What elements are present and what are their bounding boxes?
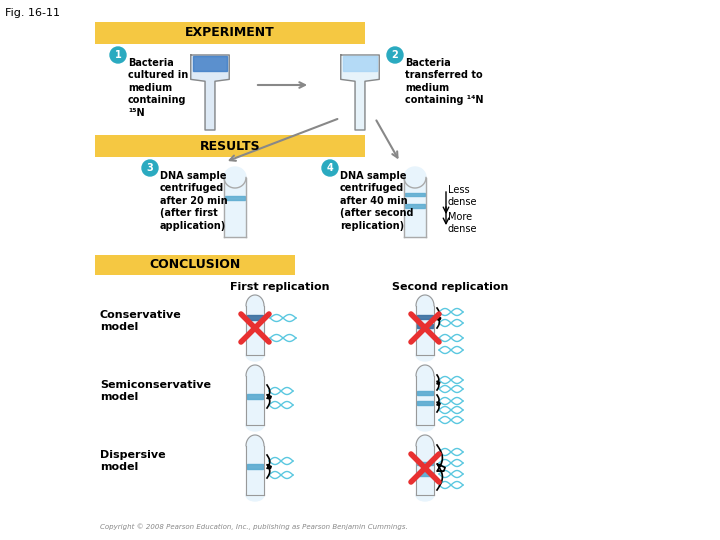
Ellipse shape: [416, 365, 434, 387]
Polygon shape: [193, 56, 228, 71]
Polygon shape: [246, 306, 264, 355]
Polygon shape: [417, 401, 433, 406]
Ellipse shape: [246, 489, 264, 501]
Polygon shape: [341, 55, 379, 130]
Text: Fig. 16-11: Fig. 16-11: [5, 8, 60, 18]
Text: RESULTS: RESULTS: [199, 139, 261, 152]
Polygon shape: [416, 376, 434, 425]
Text: 2: 2: [392, 50, 398, 60]
Polygon shape: [247, 315, 263, 320]
Polygon shape: [191, 55, 229, 130]
Text: 4: 4: [327, 163, 333, 173]
Ellipse shape: [416, 435, 434, 457]
FancyBboxPatch shape: [95, 22, 365, 44]
Circle shape: [110, 47, 126, 63]
Ellipse shape: [246, 349, 264, 361]
Text: Less
dense: Less dense: [448, 185, 477, 207]
Polygon shape: [247, 395, 263, 400]
Circle shape: [322, 160, 338, 176]
FancyBboxPatch shape: [95, 255, 295, 275]
FancyBboxPatch shape: [95, 135, 365, 157]
Text: CONCLUSION: CONCLUSION: [149, 259, 240, 272]
Polygon shape: [225, 195, 245, 200]
Circle shape: [387, 47, 403, 63]
Text: Semiconservative
model: Semiconservative model: [100, 380, 211, 402]
Polygon shape: [417, 323, 433, 328]
Polygon shape: [417, 391, 433, 395]
Text: More
dense: More dense: [448, 212, 477, 234]
Polygon shape: [417, 472, 433, 476]
Polygon shape: [246, 446, 264, 495]
Text: Bacteria
transferred to
medium
containing ¹⁴N: Bacteria transferred to medium containin…: [405, 58, 484, 105]
Polygon shape: [247, 464, 263, 469]
Text: Second replication: Second replication: [392, 282, 508, 292]
Ellipse shape: [416, 295, 434, 316]
Text: 1: 1: [114, 50, 122, 60]
Text: Bacteria
cultured in
medium
containing
¹⁵N: Bacteria cultured in medium containing ¹…: [128, 58, 188, 118]
Text: Dispersive
model: Dispersive model: [100, 450, 166, 472]
Polygon shape: [417, 315, 433, 319]
Ellipse shape: [246, 365, 264, 387]
Text: DNA sample
centrifuged
after 40 min
(after second
replication): DNA sample centrifuged after 40 min (aft…: [340, 171, 413, 231]
Text: DNA sample
centrifuged
after 20 min
(after first
application): DNA sample centrifuged after 20 min (aft…: [160, 171, 228, 231]
Ellipse shape: [246, 295, 264, 316]
Polygon shape: [224, 178, 246, 237]
Polygon shape: [417, 462, 433, 465]
Polygon shape: [416, 446, 434, 495]
Circle shape: [142, 160, 158, 176]
Text: EXPERIMENT: EXPERIMENT: [185, 26, 275, 39]
Ellipse shape: [246, 419, 264, 431]
Polygon shape: [405, 205, 425, 208]
Text: Copyright © 2008 Pearson Education, Inc., publishing as Pearson Benjamin Cumming: Copyright © 2008 Pearson Education, Inc.…: [100, 523, 408, 530]
Text: First replication: First replication: [230, 282, 330, 292]
Text: Conservative
model: Conservative model: [100, 310, 181, 333]
Ellipse shape: [224, 167, 246, 188]
Ellipse shape: [246, 435, 264, 457]
Ellipse shape: [416, 419, 434, 431]
Text: 3: 3: [147, 163, 153, 173]
Ellipse shape: [416, 349, 434, 361]
Polygon shape: [343, 56, 377, 71]
Polygon shape: [246, 376, 264, 425]
Polygon shape: [416, 306, 434, 355]
Ellipse shape: [404, 167, 426, 188]
Polygon shape: [404, 178, 426, 237]
Polygon shape: [405, 193, 425, 196]
Ellipse shape: [416, 489, 434, 501]
